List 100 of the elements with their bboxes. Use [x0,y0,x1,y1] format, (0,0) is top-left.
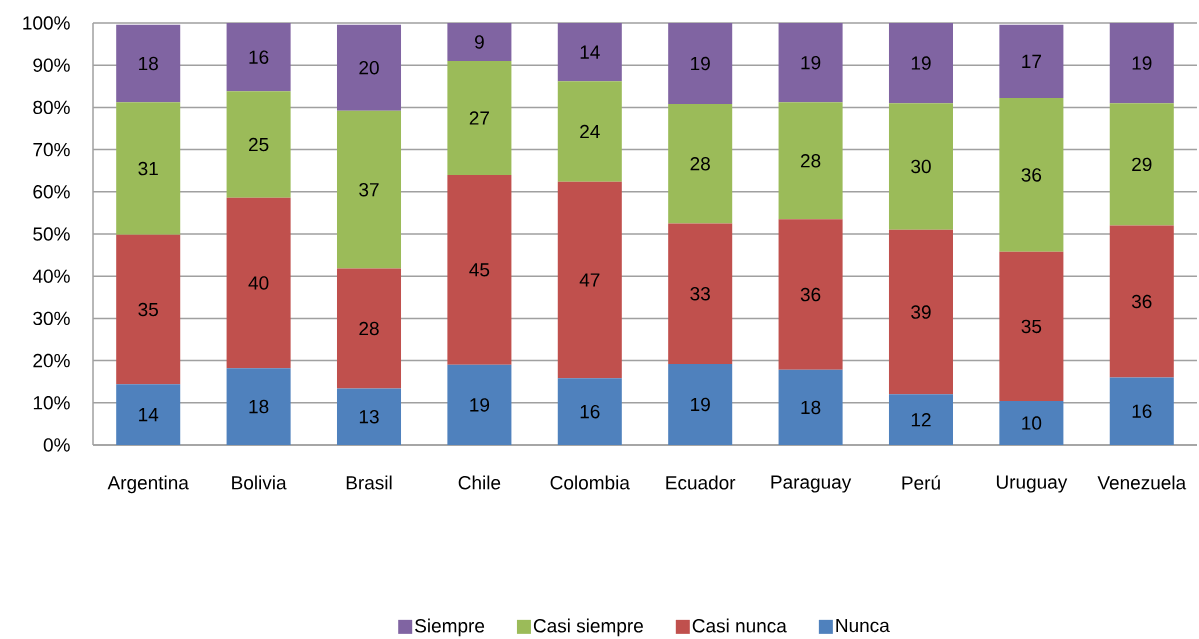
bar [999,24,1064,99]
bar [668,104,733,224]
legend-label: Siempre [415,618,485,637]
y-tick-label: 10% [33,396,70,410]
data-label: 17 [1022,54,1041,68]
bar [888,229,953,395]
y-tick-label: 40% [32,269,70,283]
x-tick-label: Uruguay [996,475,1068,493]
data-label: 24 [580,124,600,139]
y-tick-label: 20% [33,353,70,368]
bar [336,110,402,269]
data-label: 14 [580,45,600,59]
data-label: 19 [691,56,710,71]
data-label: 18 [249,399,269,414]
bar [668,223,733,364]
bar [116,384,181,445]
data-label: 27 [469,111,490,125]
data-label: 18 [139,56,158,71]
x-tick-label: Paraguay [771,475,852,493]
y-tick-label: 90% [33,58,70,72]
data-label: 28 [690,157,710,171]
x-tick-label: Bolivia [232,475,287,490]
x-tick-label: Perú [902,475,940,490]
bar [336,268,402,389]
data-label: 19 [691,397,710,412]
bar [336,388,402,445]
data-label: 45 [469,263,490,277]
bar [668,363,733,445]
y-tick-label: 0% [43,438,70,452]
y-tick-label: 70% [33,142,70,157]
data-label: 10 [1022,416,1042,430]
data-label: 16 [1132,404,1152,418]
bar [1109,225,1174,378]
data-label: 47 [579,273,600,287]
bar [447,364,512,445]
legend-label: Casi nunca [692,618,787,633]
data-label: 25 [249,137,269,152]
bar [888,394,953,445]
bar [226,22,291,92]
bar [999,98,1064,252]
bar [447,60,512,175]
data-label: 28 [359,321,379,336]
data-label: 29 [1132,157,1152,172]
data-label: 20 [359,60,379,75]
data-label: 35 [1021,319,1042,334]
data-label: 13 [359,409,379,424]
bar [999,251,1064,402]
bar [557,181,622,379]
bar [447,22,512,61]
bar [778,102,843,220]
y-tick-label: 60% [33,185,70,199]
data-label: 9 [475,35,484,49]
data-label: 19 [470,398,490,412]
data-label: 14 [139,408,159,422]
bar [116,102,181,235]
bar [557,22,622,82]
bar [116,24,181,103]
bar [888,103,953,230]
x-tick-label: Colombia [550,475,630,490]
data-label: 12 [911,413,931,427]
bar [888,22,953,104]
bar [778,219,843,370]
data-label: 35 [138,302,158,317]
x-tick-label: Brasil [346,475,392,490]
bar [557,378,622,445]
data-label: 18 [801,400,821,415]
data-label: 19 [911,56,931,70]
y-tick-label: 100% [23,16,70,30]
data-label: 16 [580,404,600,419]
data-label: 31 [138,161,158,176]
data-label: 36 [1021,168,1042,182]
data-label: 19 [801,55,821,70]
data-label: 37 [359,182,379,197]
data-label: 16 [249,50,269,64]
bar [557,81,622,182]
data-label: 33 [690,286,710,301]
bar [116,234,181,385]
legend-label: Casi siempre [533,618,643,637]
data-label: 36 [800,287,821,302]
x-tick-label: Argentina [107,475,189,494]
bar [226,368,291,445]
x-tick-label: Ecuador [666,475,736,490]
data-label: 39 [911,305,931,319]
bar [778,369,843,445]
bar [1109,377,1174,445]
y-tick-label: 80% [33,100,70,115]
y-tick-label: 30% [33,311,70,326]
bar [226,197,291,369]
legend-label: Nunca [836,618,890,633]
data-label: 28 [800,154,821,168]
data-label: 19 [1132,56,1152,70]
bar [336,24,402,111]
bar [1109,22,1174,104]
x-tick-label: Venezuela [1097,475,1187,490]
bar [668,22,733,105]
bar [226,91,291,198]
x-tick-label: Chile [458,475,501,490]
bar [999,401,1064,445]
y-tick-label: 50% [33,227,70,241]
data-label: 40 [248,276,269,290]
